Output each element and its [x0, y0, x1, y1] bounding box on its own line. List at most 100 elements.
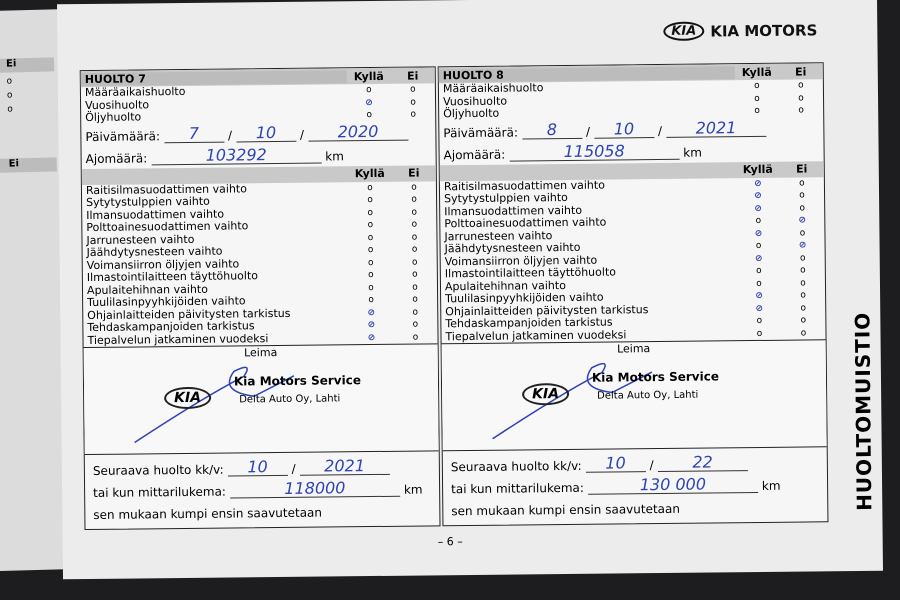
- no-radio[interactable]: o: [410, 84, 416, 95]
- no-radio[interactable]: o: [798, 92, 804, 104]
- next-service: Seuraava huolto kk/v: 10/ 22 tai kun mit…: [443, 447, 828, 525]
- odometer-value[interactable]: 118000: [229, 478, 400, 499]
- yes-radio[interactable]: o: [367, 232, 374, 243]
- next-year[interactable]: 22: [657, 452, 748, 473]
- no-radio[interactable]: o: [800, 315, 807, 326]
- no-radio[interactable]: o: [411, 232, 418, 243]
- mileage-value[interactable]: 115058: [509, 141, 680, 162]
- yes-radio[interactable]: ⊘: [754, 203, 763, 214]
- no-radio[interactable]: o: [411, 194, 417, 205]
- yes-radio[interactable]: o: [754, 105, 760, 117]
- footer-note: sen mukaan kumpi ensin saavutetaan: [451, 501, 681, 519]
- no-radio[interactable]: o: [412, 307, 419, 318]
- dealer-stamp: Leima KIA Kia Motors Service Delta Auto …: [441, 339, 827, 452]
- service-type-list: Määräaikaishuolto o o Vuosihuolto o o Öljyhuol…: [439, 79, 823, 121]
- no-radio[interactable]: o: [799, 177, 805, 189]
- yes-radio[interactable]: o: [366, 85, 372, 96]
- odometer-value[interactable]: 130 000: [587, 475, 758, 495]
- yes-column-header: Kyllä: [354, 166, 385, 181]
- yes-radio[interactable]: o: [367, 257, 374, 268]
- yes-radio[interactable]: ⊘: [755, 290, 763, 302]
- page-number: – 6 –: [437, 535, 463, 549]
- no-radio[interactable]: o: [798, 105, 804, 116]
- yes-radio[interactable]: o: [756, 315, 763, 327]
- dealer-stamp: Leima KIA Kia Motors Service Delta Auto …: [83, 343, 439, 456]
- date-day[interactable]: 7: [163, 123, 225, 143]
- yes-radio[interactable]: ⊘: [754, 228, 763, 239]
- mileage-label: Ajomäärä:: [85, 150, 148, 166]
- no-column-header: Ei: [0, 57, 55, 73]
- yes-radio[interactable]: ⊘: [365, 97, 373, 108]
- yes-radio[interactable]: o: [756, 265, 762, 277]
- no-radio[interactable]: o: [800, 290, 806, 301]
- service-record: HUOLTO 8 Kyllä Ei Määräaikaishuolto o o Vuo…: [437, 62, 829, 527]
- no-radio[interactable]: o: [411, 257, 418, 268]
- yes-radio[interactable]: o: [755, 240, 762, 252]
- date-year[interactable]: 2021: [665, 118, 767, 138]
- yes-radio[interactable]: o: [368, 282, 374, 293]
- yes-radio[interactable]: o: [368, 295, 374, 306]
- no-radio[interactable]: o: [412, 269, 418, 280]
- yes-radio[interactable]: ⊘: [367, 319, 376, 331]
- no-radio[interactable]: o: [410, 97, 416, 108]
- no-radio[interactable]: o: [410, 109, 416, 120]
- next-service-label: Seuraava huolto kk/v:: [92, 462, 224, 478]
- no-radio[interactable]: o: [800, 327, 807, 339]
- no-radio[interactable]: o: [412, 319, 419, 330]
- km-unit: km: [761, 478, 781, 493]
- yes-radio[interactable]: ⊘: [754, 253, 763, 264]
- date-month[interactable]: 10: [235, 123, 297, 142]
- next-year[interactable]: 2021: [299, 456, 390, 476]
- no-radio[interactable]: o: [799, 190, 805, 201]
- no-radio[interactable]: o: [799, 202, 805, 214]
- no-radio[interactable]: o: [411, 207, 418, 218]
- no-radio[interactable]: o: [411, 182, 417, 193]
- date-year[interactable]: 2020: [307, 121, 409, 142]
- yes-radio[interactable]: o: [756, 328, 763, 339]
- check-list: Raitisilmasuodattimen vaihto o o Sytytystul…: [82, 181, 438, 347]
- kia-motors-logo: KIA KIA MOTORS: [663, 20, 817, 41]
- service-record: HUOLTO 7 Kyllä Ei Määräaikaishuolto o o Vuo…: [79, 66, 441, 531]
- next-month[interactable]: 10: [227, 457, 288, 477]
- yes-radio[interactable]: o: [367, 182, 373, 193]
- no-radio[interactable]: o: [412, 294, 418, 305]
- signature: [492, 362, 653, 440]
- yes-radio[interactable]: ⊘: [754, 190, 762, 202]
- stamp-service: Kia Motors Service: [591, 369, 720, 385]
- yes-radio[interactable]: o: [754, 80, 760, 92]
- no-radio[interactable]: o: [412, 282, 418, 293]
- no-radio[interactable]: o: [411, 219, 418, 230]
- yes-radio[interactable]: o: [367, 245, 374, 256]
- yes-radio[interactable]: o: [367, 195, 373, 206]
- mileage-value[interactable]: 103292: [151, 145, 322, 165]
- no-radio[interactable]: o: [798, 80, 804, 91]
- yes-radio[interactable]: o: [367, 207, 374, 218]
- next-service: Seuraava huolto kk/v: 10/ 2021 tai kun m…: [85, 451, 440, 529]
- next-month[interactable]: 10: [585, 453, 646, 473]
- no-radio[interactable]: ⊘: [798, 240, 807, 251]
- date-day[interactable]: 8: [521, 120, 583, 139]
- yes-radio[interactable]: o: [756, 278, 762, 289]
- no-radio[interactable]: ⊘: [798, 215, 807, 226]
- no-radio[interactable]: o: [800, 265, 806, 276]
- yes-radio[interactable]: ⊘: [754, 178, 762, 189]
- yes-radio[interactable]: o: [366, 110, 372, 121]
- yes-radio[interactable]: ⊘: [367, 332, 376, 343]
- service-title: HUOLTO 8: [438, 65, 735, 82]
- yes-radio[interactable]: ⊘: [367, 307, 376, 318]
- km-unit: km: [683, 145, 702, 160]
- yes-radio[interactable]: ⊘: [755, 303, 764, 314]
- no-radio[interactable]: o: [412, 332, 419, 343]
- yes-radio[interactable]: o: [755, 215, 762, 227]
- signature: [134, 366, 295, 444]
- no-radio[interactable]: o: [800, 302, 807, 314]
- no-radio[interactable]: o: [411, 244, 418, 255]
- yes-radio[interactable]: o: [368, 270, 374, 281]
- yes-radio[interactable]: o: [754, 93, 760, 104]
- yes-radio[interactable]: o: [367, 220, 374, 231]
- no-radio[interactable]: o: [799, 252, 806, 264]
- service-type-list: Määräaikaishuolto o o Vuosihuolto ⊘ o Öljyhuol…: [81, 83, 435, 124]
- no-radio[interactable]: o: [799, 227, 806, 239]
- no-radio[interactable]: o: [800, 277, 806, 289]
- date-month[interactable]: 10: [593, 119, 655, 139]
